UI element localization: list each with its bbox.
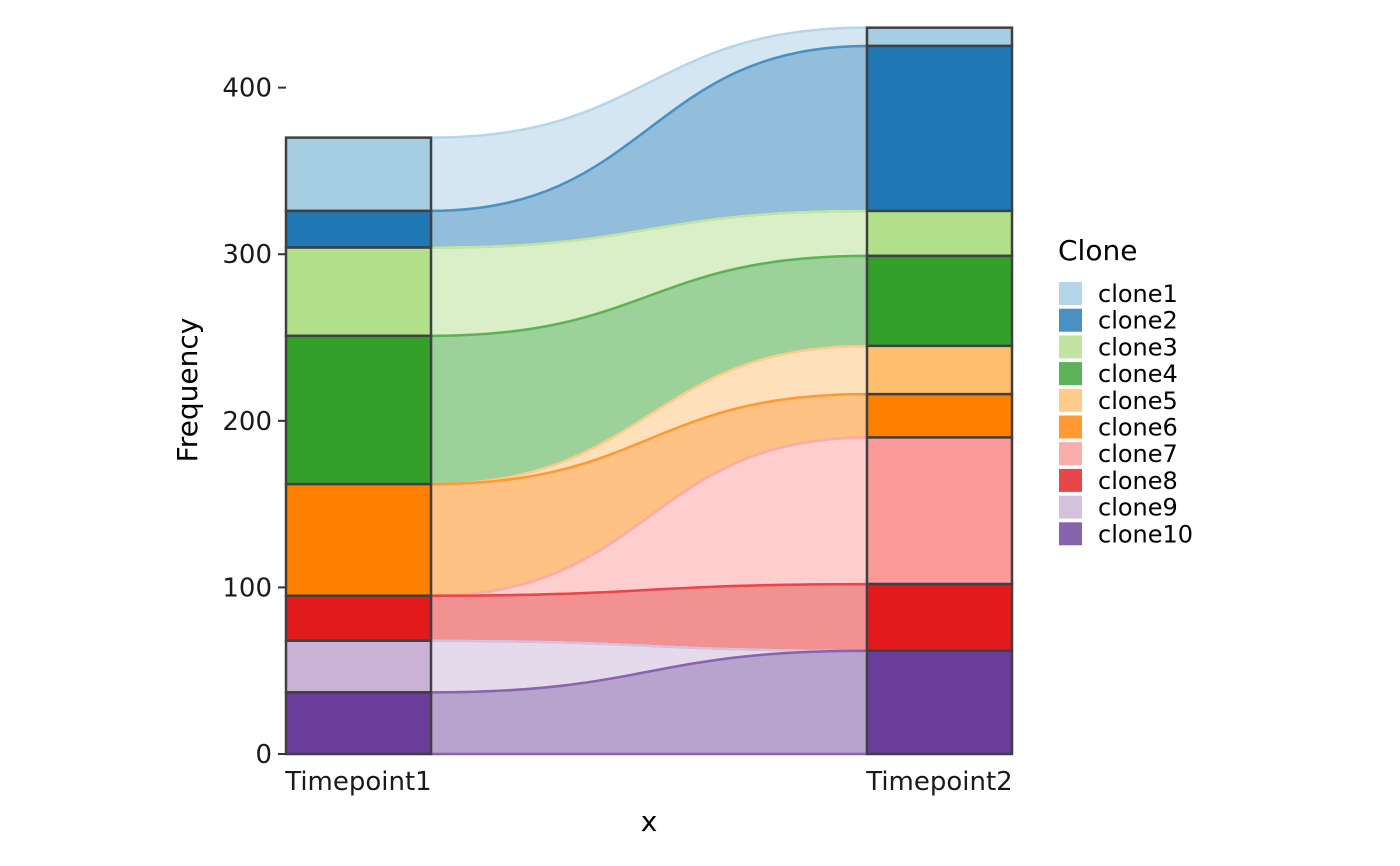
y-tick-label: 400 [222, 74, 272, 104]
legend-key-clone5 [1059, 388, 1082, 412]
legend-key-clone1 [1059, 282, 1082, 305]
legend-label-clone10: clone10 [1098, 520, 1193, 548]
bar-clone1-timepoint1 [284, 136, 433, 213]
x-tick-label: Timepoint2 [865, 767, 1012, 797]
x-tick-label: Timepoint1 [284, 767, 431, 797]
legend-label-clone6: clone6 [1098, 414, 1178, 442]
stratum-layer [284, 26, 1014, 756]
bar-clone6-timepoint1 [284, 482, 433, 597]
bar-clone4-timepoint1 [284, 334, 433, 486]
y-tick-label: 200 [222, 407, 272, 437]
bar-clone3-timepoint1 [284, 246, 433, 338]
y-axis: 0 100 200 300 400 [222, 74, 286, 770]
x-axis: Timepoint1 Timepoint2 [284, 767, 1012, 797]
legend: Clone clone1clone2clone3clone4clone5clon… [1058, 234, 1193, 548]
legend-key-clone2 [1059, 308, 1082, 332]
legend-label-clone4: clone4 [1098, 360, 1178, 388]
bar-clone9-timepoint1 [284, 639, 433, 694]
bar-clone8-timepoint1 [284, 594, 433, 642]
legend-key-clone10 [1059, 522, 1082, 546]
legend-label-clone9: clone9 [1098, 494, 1178, 522]
bar-clone8-timepoint2 [865, 582, 1014, 652]
bar-clone7-timepoint2 [865, 436, 1014, 586]
legend-items: clone1clone2clone3clone4clone5clone6clon… [1059, 280, 1193, 548]
legend-key-clone6 [1059, 415, 1082, 439]
bar-clone2-timepoint1 [284, 209, 433, 249]
legend-key-clone4 [1059, 362, 1082, 386]
y-tick-label: 300 [222, 240, 272, 270]
legend-label-clone3: clone3 [1098, 333, 1178, 361]
bar-clone10-timepoint2 [865, 649, 1014, 756]
legend-key-clone3 [1059, 335, 1082, 359]
y-axis-title: Frequency [171, 318, 204, 463]
flow-layer [429, 26, 869, 756]
bar-clone3-timepoint2 [865, 209, 1014, 258]
bar-clone2-timepoint2 [865, 44, 1014, 213]
legend-label-clone2: clone2 [1098, 307, 1178, 335]
legend-label-clone8: clone8 [1098, 467, 1178, 495]
legend-key-clone9 [1059, 495, 1082, 519]
bar-clone10-timepoint1 [284, 691, 433, 756]
legend-label-clone7: clone7 [1098, 440, 1178, 468]
y-tick-label: 0 [255, 740, 272, 770]
bar-clone1-timepoint2 [865, 26, 1014, 48]
legend-key-clone7 [1059, 442, 1082, 466]
bar-clone4-timepoint2 [865, 254, 1014, 348]
bar-clone6-timepoint2 [865, 392, 1014, 439]
y-tick-label: 100 [222, 573, 272, 603]
legend-label-clone5: clone5 [1098, 387, 1178, 415]
legend-key-clone8 [1059, 468, 1082, 492]
bar-clone5-timepoint2 [865, 344, 1014, 396]
legend-title: Clone [1058, 234, 1137, 267]
x-axis-title: x [641, 805, 658, 838]
legend-label-clone1: clone1 [1098, 280, 1178, 308]
